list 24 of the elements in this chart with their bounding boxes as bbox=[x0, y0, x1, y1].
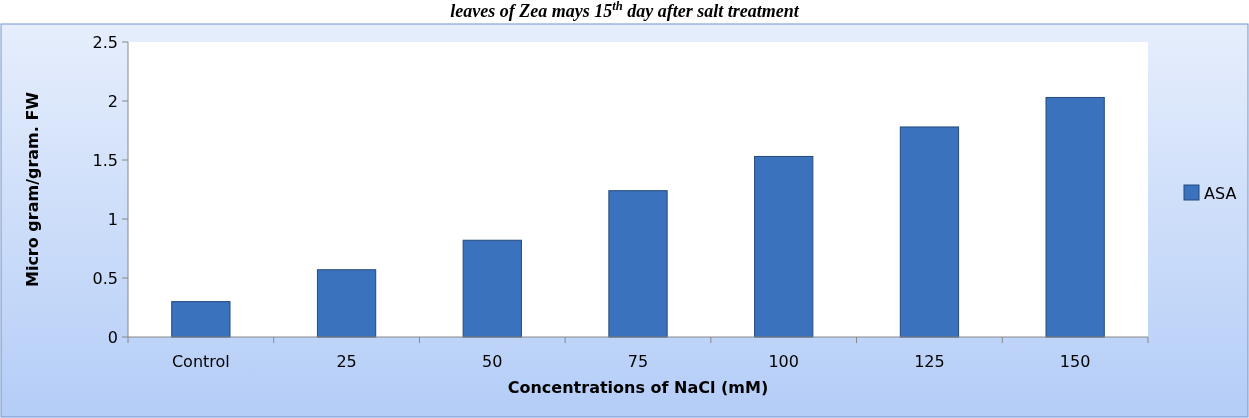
y-tick-label: 1 bbox=[107, 209, 118, 229]
x-tick-label: 50 bbox=[482, 352, 503, 371]
chart-title: leaves of Zea mays 15$^{th}$ day after salt treatment bbox=[450, 0, 800, 21]
legend-label: ASA bbox=[1204, 183, 1237, 203]
x-tick-label: 75 bbox=[627, 352, 649, 371]
x-tick-label: Control bbox=[171, 352, 230, 371]
bar bbox=[1045, 96, 1105, 338]
y-tick-label: 0 bbox=[107, 327, 118, 347]
y-tick-label: 0.5 bbox=[92, 268, 118, 288]
y-tick-label: 2 bbox=[107, 91, 118, 111]
x-tick-label: 150 bbox=[1059, 352, 1091, 371]
y-tick-label: 2.5 bbox=[92, 32, 118, 52]
x-axis-title: Concentrations of NaCl (mM) bbox=[507, 378, 769, 397]
bar bbox=[754, 155, 814, 338]
bar bbox=[608, 190, 668, 338]
bar bbox=[171, 301, 231, 338]
y-tick-label: 1.5 bbox=[92, 150, 118, 170]
bar bbox=[462, 239, 522, 338]
x-tick-label: 125 bbox=[914, 352, 945, 371]
x-tick-label: 100 bbox=[768, 352, 799, 371]
bar bbox=[316, 269, 377, 338]
bar bbox=[899, 126, 960, 338]
y-axis-title: Micro gram/gram. FW bbox=[23, 91, 42, 288]
x-tick-label: 25 bbox=[336, 352, 357, 371]
